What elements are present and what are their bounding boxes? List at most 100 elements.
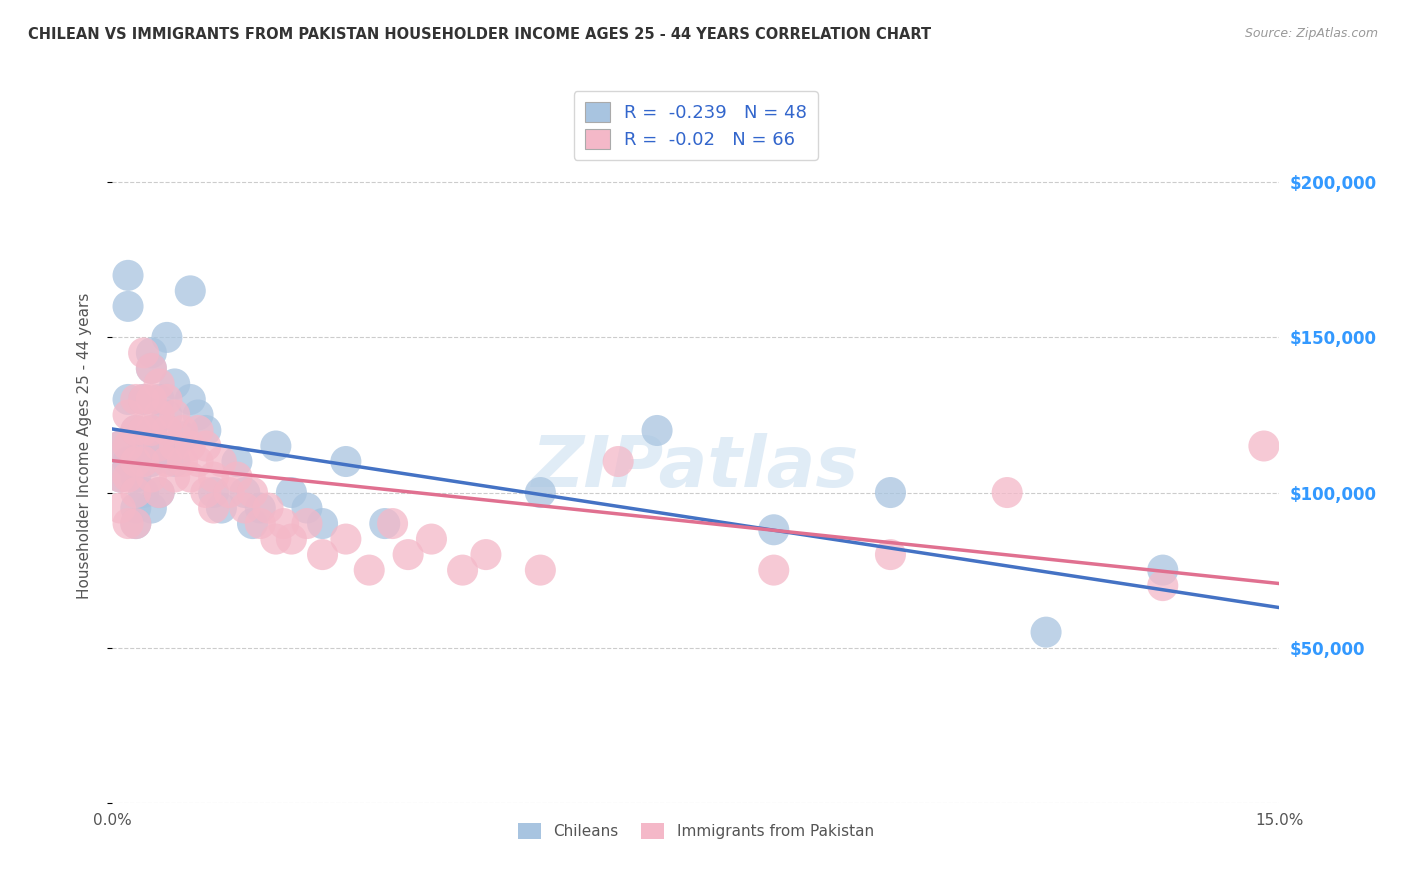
- Point: [280, 532, 302, 546]
- Point: [179, 470, 201, 484]
- Point: [172, 454, 194, 468]
- Point: [529, 485, 551, 500]
- Point: [125, 470, 148, 484]
- Point: [117, 470, 139, 484]
- Point: [1253, 439, 1275, 453]
- Point: [396, 548, 419, 562]
- Point: [179, 284, 201, 298]
- Point: [163, 376, 186, 391]
- Point: [264, 439, 287, 453]
- Point: [110, 470, 132, 484]
- Point: [125, 485, 148, 500]
- Point: [148, 392, 170, 407]
- Point: [194, 485, 217, 500]
- Point: [295, 501, 318, 516]
- Point: [311, 548, 333, 562]
- Point: [607, 454, 630, 468]
- Point: [141, 501, 163, 516]
- Point: [163, 454, 186, 468]
- Point: [194, 424, 217, 438]
- Point: [1152, 563, 1174, 577]
- Point: [125, 424, 148, 438]
- Point: [335, 532, 357, 546]
- Point: [187, 454, 209, 468]
- Point: [249, 501, 271, 516]
- Point: [141, 424, 163, 438]
- Point: [132, 392, 155, 407]
- Point: [148, 485, 170, 500]
- Point: [172, 424, 194, 438]
- Point: [125, 424, 148, 438]
- Point: [110, 470, 132, 484]
- Point: [249, 516, 271, 531]
- Point: [125, 392, 148, 407]
- Point: [156, 330, 179, 344]
- Point: [148, 408, 170, 422]
- Point: [117, 408, 139, 422]
- Point: [141, 361, 163, 376]
- Point: [141, 361, 163, 376]
- Point: [125, 501, 148, 516]
- Point: [381, 516, 404, 531]
- Point: [335, 454, 357, 468]
- Point: [172, 430, 194, 444]
- Point: [148, 439, 170, 453]
- Point: [209, 454, 232, 468]
- Point: [163, 470, 186, 484]
- Point: [475, 548, 498, 562]
- Text: Source: ZipAtlas.com: Source: ZipAtlas.com: [1244, 27, 1378, 40]
- Point: [132, 454, 155, 468]
- Point: [163, 408, 186, 422]
- Point: [202, 485, 225, 500]
- Point: [141, 392, 163, 407]
- Point: [202, 501, 225, 516]
- Point: [233, 485, 256, 500]
- Point: [311, 516, 333, 531]
- Point: [529, 563, 551, 577]
- Point: [156, 392, 179, 407]
- Point: [202, 470, 225, 484]
- Point: [209, 501, 232, 516]
- Point: [148, 485, 170, 500]
- Point: [117, 516, 139, 531]
- Y-axis label: Householder Income Ages 25 - 44 years: Householder Income Ages 25 - 44 years: [77, 293, 91, 599]
- Point: [242, 485, 264, 500]
- Point: [187, 408, 209, 422]
- Point: [451, 563, 474, 577]
- Point: [280, 485, 302, 500]
- Point: [148, 439, 170, 453]
- Point: [117, 454, 139, 468]
- Point: [156, 424, 179, 438]
- Point: [110, 501, 132, 516]
- Point: [148, 376, 170, 391]
- Point: [187, 424, 209, 438]
- Point: [879, 548, 901, 562]
- Point: [117, 299, 139, 313]
- Text: CHILEAN VS IMMIGRANTS FROM PAKISTAN HOUSEHOLDER INCOME AGES 25 - 44 YEARS CORREL: CHILEAN VS IMMIGRANTS FROM PAKISTAN HOUS…: [28, 27, 931, 42]
- Point: [110, 439, 132, 453]
- Point: [125, 454, 148, 468]
- Legend: Chileans, Immigrants from Pakistan: Chileans, Immigrants from Pakistan: [512, 817, 880, 845]
- Point: [125, 516, 148, 531]
- Point: [110, 439, 132, 453]
- Point: [645, 424, 668, 438]
- Point: [359, 563, 381, 577]
- Point: [762, 523, 785, 537]
- Point: [995, 485, 1018, 500]
- Point: [1035, 625, 1057, 640]
- Point: [163, 439, 186, 453]
- Point: [194, 439, 217, 453]
- Point: [132, 439, 155, 453]
- Point: [1152, 579, 1174, 593]
- Point: [264, 532, 287, 546]
- Text: ZIPatlas: ZIPatlas: [533, 433, 859, 502]
- Point: [117, 439, 139, 453]
- Point: [141, 470, 163, 484]
- Point: [141, 454, 163, 468]
- Point: [257, 501, 280, 516]
- Point: [156, 408, 179, 422]
- Point: [132, 392, 155, 407]
- Point: [233, 501, 256, 516]
- Point: [141, 424, 163, 438]
- Point: [762, 563, 785, 577]
